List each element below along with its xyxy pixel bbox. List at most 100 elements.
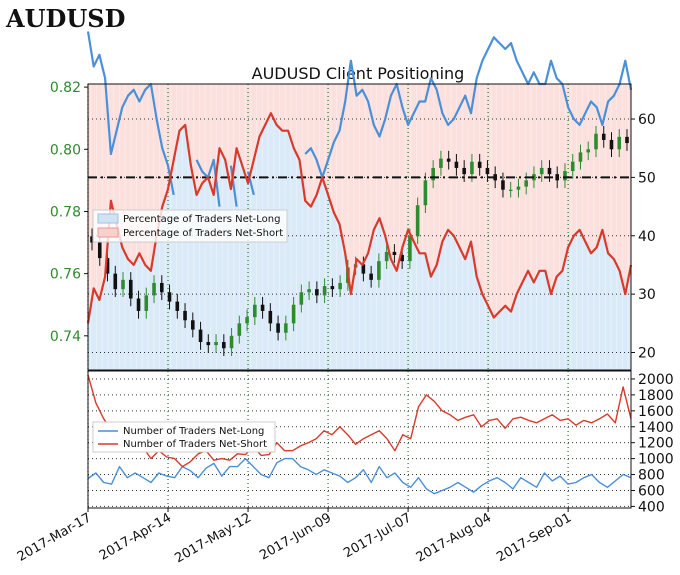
x-tick-label: 2017-May-12 [172,510,254,566]
top-panel: 0.74 0.76 0.78 0.80 0.82 20 30 40 50 60 Percentage… [50,31,656,371]
left-tick-label: 0.80 [50,142,81,158]
candle-body [291,304,296,324]
right-tick-label: 1000 [638,452,674,468]
candle-body [175,301,180,311]
candle-body [485,167,490,175]
right-tick-label: 1600 [638,404,674,420]
x-tick-label: 2017-Aug-04 [414,510,494,565]
legend-bottom-box [92,421,276,453]
page-title: AUDUSD [6,4,126,33]
candle-body [229,335,234,349]
candle-body [400,254,404,262]
bottom-frame [87,370,632,509]
right-tick-label: 20 [638,345,656,361]
candle-body [594,133,598,150]
x-tick-label: 2017-Apr-14 [97,510,174,563]
left-tick-label: 0.82 [50,80,81,96]
candle-body [570,161,575,172]
candle-body [462,167,466,175]
right-tick-label: 400 [638,499,665,515]
candle-body [121,279,125,290]
legend-top: Percentage of Traders Net-Long Percentage… [92,209,288,243]
candle-body [190,320,195,330]
right-tick-label: 1800 [638,388,674,404]
candle-body [361,264,366,274]
legend-swatch-short [97,227,119,238]
candle-body [439,158,443,168]
candle-body [183,310,187,321]
candle-body [547,167,552,175]
top-frame [87,83,632,371]
candle-body [384,251,389,262]
candle-body [377,261,381,280]
candle-body [128,279,133,299]
candle-body [136,298,141,311]
candle-body [315,289,319,296]
candle-body [253,304,257,318]
right-tick-label: 30 [638,287,656,303]
candle-body [144,295,149,311]
x-tick-label: 2017-Jun-09 [257,510,334,563]
candle-body [198,329,203,343]
candle-body [625,136,629,144]
right-tick-label: 40 [638,229,656,245]
right-tick-label: 50 [638,170,656,186]
candle-body [105,258,110,274]
right-tick-label: 1400 [638,420,674,436]
series-line-net-short-count [87,374,632,468]
candle-body [299,292,304,305]
candle-body [97,242,102,259]
candle-body [477,161,482,168]
candle-body [617,136,622,150]
right-tick-label: 800 [638,468,665,484]
candle-body [338,282,342,290]
series-line-net-short-pct [86,112,633,324]
x-tick-label: 2017-Mar-17 [15,510,94,564]
candle-body [586,149,591,153]
legend-bottom: Number of Traders Net-Long Number of Trad… [92,421,276,453]
candle-body [408,236,412,262]
candle-body [113,273,118,290]
candle-body [609,139,614,150]
candle-body [516,186,521,190]
candle-body [322,286,327,296]
legend-label-long-count: Number of Traders Net-Long [123,426,264,437]
candle-body [260,304,265,311]
right-tick-label: 60 [638,112,656,128]
candle-body [563,171,567,181]
candle-body [330,286,335,290]
right-tick-label: 1200 [638,436,674,452]
candle-body [206,342,211,346]
candle-body [470,161,474,175]
candle-body [539,167,544,175]
legend-label-short: Percentage of Traders Net-Short [123,228,283,239]
series-line-net-long-count [87,457,632,495]
candle-body [501,180,505,190]
candle-body [369,273,373,280]
candle-body [222,342,226,349]
left-tick-label: 0.76 [50,267,81,283]
legend-swatch-long [97,213,119,224]
chart-title: AUDUSD Client Positioning [252,64,465,83]
legend-label-short-count: Number of Traders Net-Short [123,439,267,450]
x-tick-label: 2017-Sep-01 [494,510,574,565]
legend-top-box [92,209,288,243]
candle-body [524,180,529,187]
candle-body [415,205,420,237]
x-tick-label: 2017-Jul-07 [341,510,414,561]
candle-body [214,342,218,346]
left-tick-label: 0.74 [50,329,81,345]
candle-body [276,323,280,333]
candle-body [431,167,435,181]
candle-body [446,158,451,162]
candle-body [237,323,242,336]
candle-body [578,152,583,162]
legend-label-long: Percentage of Traders Net-Long [123,214,281,225]
candle-body [167,292,172,302]
candle-body [508,189,513,191]
candle-body [601,133,606,140]
right-tick-label: 2000 [638,372,674,388]
